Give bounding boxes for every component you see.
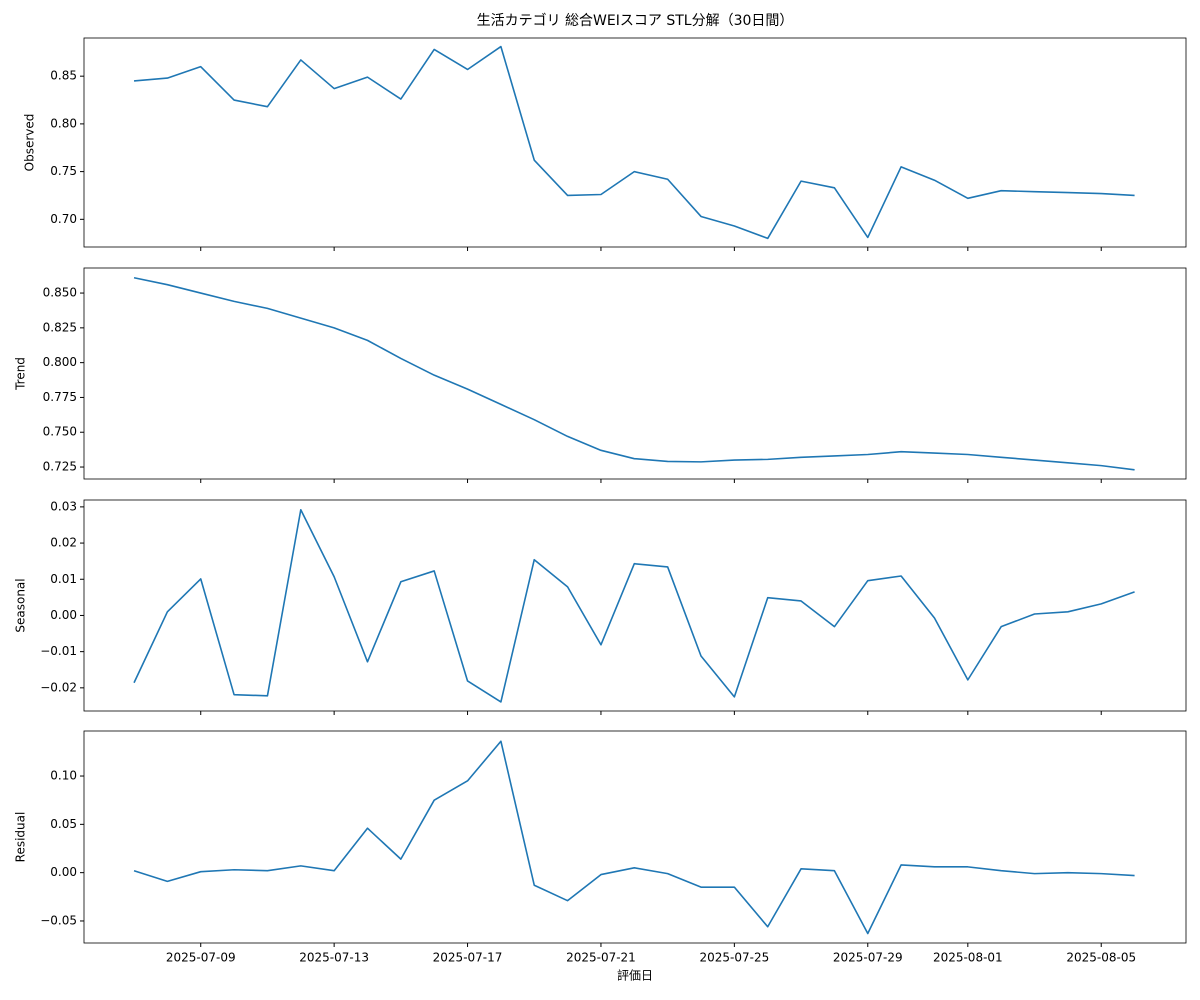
plot-frame <box>83 730 1187 944</box>
series-line <box>133 276 1135 471</box>
plot-frame <box>83 499 1187 712</box>
x-axis-label: 評価日 <box>617 968 653 983</box>
x-tick-label: 2025-07-29 <box>833 951 903 965</box>
y-tick-label: 0.01 <box>50 572 77 586</box>
y-tick-label: 0.80 <box>50 116 77 130</box>
x-tick-label: 2025-08-01 <box>933 951 1003 965</box>
y-axis-label: Trend <box>14 357 28 391</box>
y-tick-label: 0.00 <box>50 608 77 622</box>
plot-frame <box>83 267 1187 480</box>
y-tick-label: 0.750 <box>43 425 77 439</box>
y-tick-label: 0.825 <box>43 320 77 334</box>
y-tick-label: 0.85 <box>50 69 77 83</box>
y-axis-label: Seasonal <box>14 578 28 632</box>
y-tick-label: 0.10 <box>50 769 77 783</box>
y-tick-label: 0.800 <box>43 355 77 369</box>
y-axis-label: Observed <box>23 114 37 172</box>
y-tick-label: 0.70 <box>50 212 77 226</box>
y-tick-label: −0.05 <box>40 913 77 927</box>
series-line <box>133 508 1135 703</box>
y-tick-label: 0.850 <box>43 286 77 300</box>
y-tick-label: 0.75 <box>50 164 77 178</box>
x-tick-label: 2025-08-05 <box>1066 951 1136 965</box>
y-tick-label: 0.725 <box>43 460 77 474</box>
plot-frame <box>83 37 1187 248</box>
x-tick-label: 2025-07-09 <box>166 951 236 965</box>
x-tick-label: 2025-07-13 <box>299 951 369 965</box>
y-tick-label: 0.05 <box>50 817 77 831</box>
y-tick-label: 0.775 <box>43 390 77 404</box>
y-tick-label: 0.02 <box>50 536 77 550</box>
x-tick-label: 2025-07-17 <box>433 951 503 965</box>
y-tick-label: 0.00 <box>50 865 77 879</box>
y-tick-label: 0.03 <box>50 499 77 513</box>
x-tick-label: 2025-07-25 <box>699 951 769 965</box>
series-line <box>133 740 1135 935</box>
y-tick-label: −0.01 <box>40 644 77 658</box>
y-axis-label: Residual <box>14 812 28 863</box>
chart-title: 生活カテゴリ 総合WEIスコア STL分解（30日間） <box>477 12 794 29</box>
x-tick-label: 2025-07-21 <box>566 951 636 965</box>
series-line <box>133 45 1135 240</box>
y-tick-label: −0.02 <box>40 680 77 694</box>
